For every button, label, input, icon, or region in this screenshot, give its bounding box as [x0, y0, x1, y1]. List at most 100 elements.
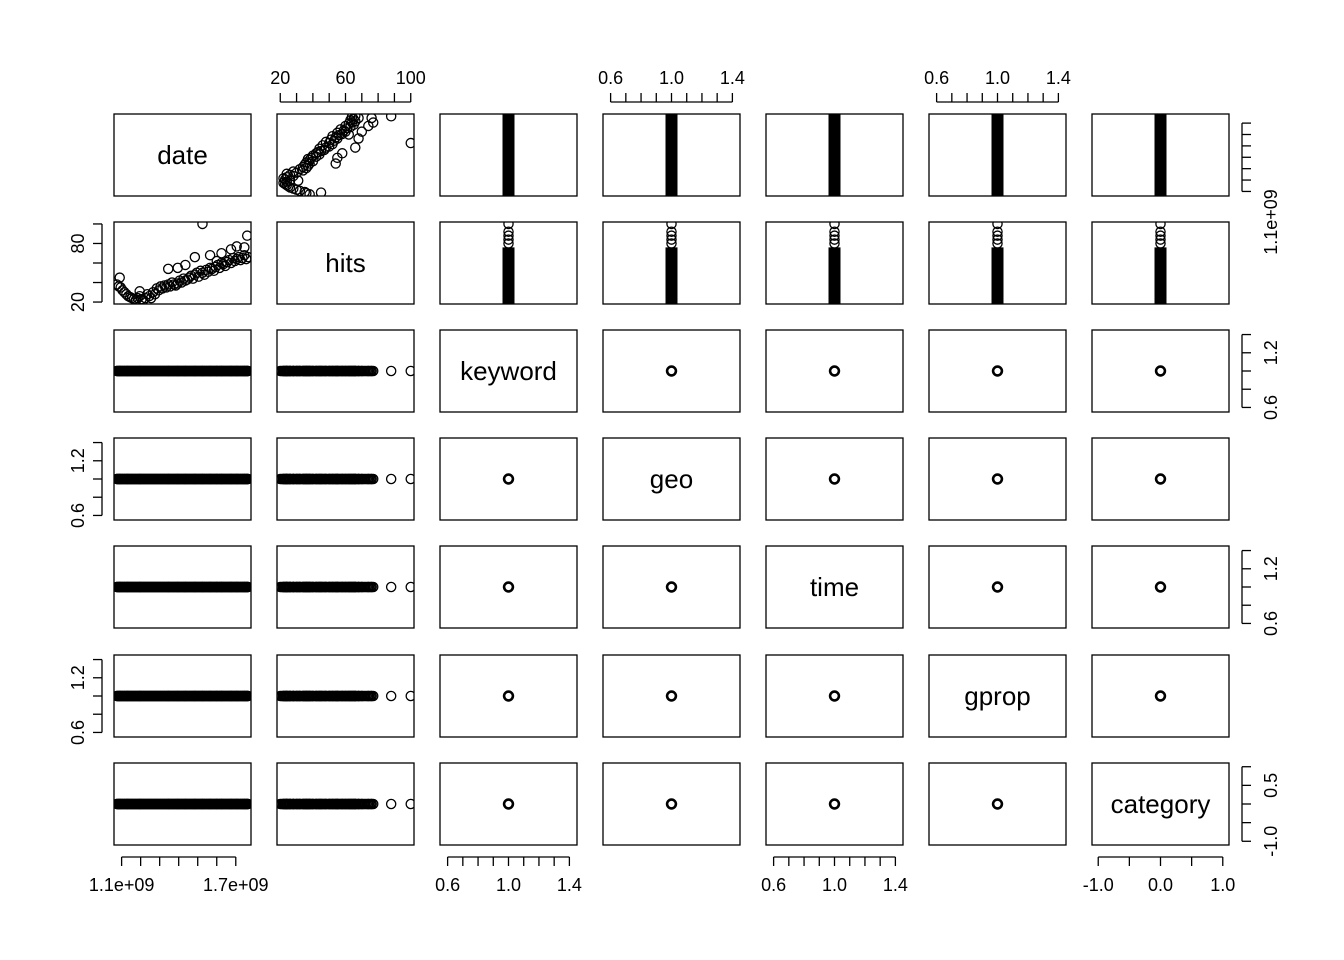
panel-gprop-gprop: gprop	[928, 654, 1067, 738]
points	[1154, 114, 1167, 196]
data-point	[502, 581, 515, 593]
points	[502, 798, 515, 810]
data-point	[281, 168, 293, 180]
points	[1154, 581, 1167, 593]
data-point	[239, 242, 250, 253]
data-point	[385, 114, 397, 122]
panel-category-date	[113, 762, 252, 846]
top-axis-gprop: 0.6 1.0 1.4	[924, 68, 1071, 103]
panel-keyword-category	[1091, 329, 1230, 413]
data-point	[317, 140, 328, 151]
data-point	[991, 798, 1004, 810]
panel-hits-geo	[602, 221, 741, 305]
data-point	[350, 114, 361, 121]
points	[991, 222, 1004, 304]
points	[991, 581, 1004, 593]
panel-date-keyword	[439, 113, 578, 197]
data-point	[503, 234, 514, 245]
data-point	[242, 473, 251, 485]
points	[277, 473, 414, 485]
panel-keyword-hits	[276, 329, 415, 413]
points	[502, 473, 515, 485]
tick-label: 1.2	[68, 448, 88, 473]
data-point	[1154, 581, 1167, 593]
data-point	[502, 690, 515, 702]
data-point	[193, 271, 204, 282]
points	[1154, 222, 1167, 304]
data-point-stack	[828, 114, 841, 196]
tick-label: 0.6	[1261, 611, 1281, 636]
data-point	[130, 294, 142, 304]
points	[114, 365, 251, 377]
data-point	[828, 473, 841, 485]
panel-frame	[928, 654, 1067, 738]
panel-time-keyword	[439, 545, 578, 629]
tick-label: 1.4	[557, 875, 582, 895]
data-point	[367, 117, 379, 128]
panel-gprop-time	[765, 654, 904, 738]
data-point	[991, 365, 1004, 377]
data-point	[503, 230, 514, 241]
data-point	[241, 230, 251, 241]
points	[828, 690, 841, 702]
variable-label-category: category	[1111, 789, 1211, 819]
panel-frame	[928, 437, 1067, 521]
panel-frame	[439, 762, 578, 846]
left-axis-gprop: 0.6 1.2	[68, 658, 103, 745]
tick-label: 1.2	[1261, 556, 1281, 581]
points	[828, 473, 841, 485]
data-point-stack	[1154, 114, 1167, 196]
panel-frame	[276, 221, 415, 305]
panel-frame	[439, 329, 578, 413]
data-point	[1154, 690, 1167, 702]
variable-label-hits: hits	[325, 248, 365, 278]
data-point	[992, 238, 1003, 249]
panel-category-category: category	[1091, 762, 1230, 846]
data-point	[503, 226, 514, 238]
tick-label: 1.1e+09	[89, 875, 155, 895]
points	[665, 581, 678, 593]
panel-category-hits	[276, 762, 415, 846]
points	[277, 365, 414, 377]
panel-hits-time	[765, 221, 904, 305]
data-point-stack	[991, 114, 1004, 196]
data-point	[315, 187, 327, 196]
data-point	[330, 158, 341, 169]
panel-frame	[602, 329, 741, 413]
panel-geo-time	[765, 437, 904, 521]
tick-label: 60	[335, 68, 355, 88]
data-point	[405, 365, 414, 377]
points	[991, 365, 1004, 377]
data-point	[1155, 226, 1166, 238]
data-point	[503, 238, 514, 249]
tick-label: 1.0	[659, 68, 684, 88]
data-point	[353, 114, 364, 124]
bottom-axis-date: 1.1e+09 1.7e+09	[89, 856, 269, 895]
axes: 20 60 100 0.6 1.0 1.4 0.6 1.0 1.4 1.1e+09 1.7e+09 0…	[68, 68, 1281, 895]
data-point	[214, 262, 225, 274]
data-point	[281, 171, 293, 183]
panel-frame	[928, 329, 1067, 413]
points	[277, 798, 414, 810]
panel-date-geo	[602, 113, 741, 197]
panel-frame	[439, 654, 578, 738]
data-point	[385, 581, 397, 593]
data-point	[346, 114, 358, 123]
points	[1154, 365, 1167, 377]
tick-label: 1.4	[883, 875, 908, 895]
data-point	[314, 143, 325, 154]
panel-frame	[439, 545, 578, 629]
points	[991, 114, 1004, 196]
panel-time-category	[1091, 545, 1230, 629]
data-point	[237, 252, 248, 264]
tick-label: 0.6	[68, 503, 88, 528]
data-point	[301, 187, 312, 196]
data-point	[992, 234, 1003, 245]
data-point	[197, 222, 208, 230]
tick-label: 1.7e+09	[203, 875, 269, 895]
data-point	[366, 581, 377, 593]
data-point	[366, 114, 377, 124]
data-point	[143, 290, 155, 302]
panel-frame	[602, 654, 741, 738]
tick-label: 0.6	[598, 68, 623, 88]
